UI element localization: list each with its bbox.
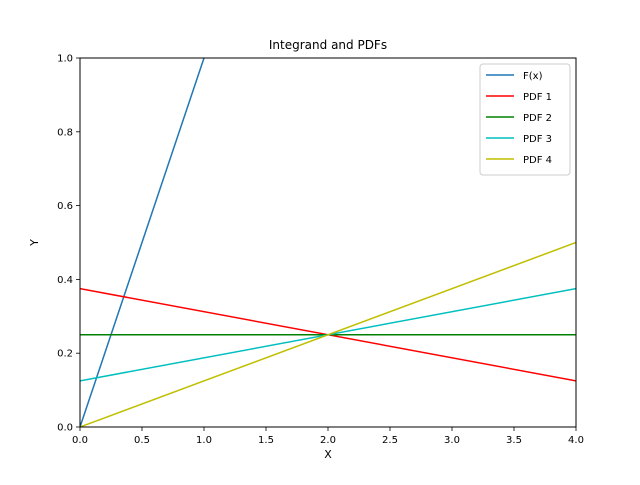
legend-label-5: PDF 4 [523, 155, 552, 166]
y-tick-label: 0.2 [57, 349, 73, 360]
series-line-5 [80, 241, 576, 427]
x-tick-label: 4.0 [568, 435, 584, 446]
y-tick-label: 0.0 [57, 423, 73, 434]
x-tick-label: 1.5 [258, 435, 274, 446]
x-tick-label: 2.0 [320, 435, 336, 446]
x-tick-label: 2.5 [382, 435, 398, 446]
chart-title: Integrand and PDFs [269, 38, 387, 52]
plot-frame [79, 57, 577, 428]
x-tick-label: 3.5 [506, 435, 522, 446]
x-tick-label: 1.0 [196, 435, 212, 446]
y-axis-label: Y [28, 239, 41, 247]
legend-label-1: F(x) [523, 71, 543, 82]
y-tick-label: 0.4 [57, 275, 73, 286]
series-layer [80, 58, 576, 427]
legend: F(x) PDF 1 PDF 2 PDF 3 PDF 4 [479, 63, 571, 176]
y-tick-label: 1.0 [57, 54, 73, 65]
legend-label-3: PDF 2 [523, 113, 552, 124]
legend-label-2: PDF 1 [523, 92, 552, 103]
ticks-layer: 0.0 0.5 1.0 1.5 2.0 2.5 3.0 3.5 4.0 0.0 0.2 0.4 0.6 0… [57, 54, 584, 447]
legend-label-4: PDF 3 [523, 134, 552, 145]
x-tick-label: 0.5 [134, 435, 150, 446]
x-axis-label: X [324, 448, 332, 461]
x-tick-label: 0.0 [72, 435, 88, 446]
series-line-1 [80, 58, 205, 427]
x-tick-label: 3.0 [444, 435, 460, 446]
y-tick-label: 0.8 [57, 127, 73, 138]
legend-box [479, 63, 571, 176]
y-tick-label: 0.6 [57, 201, 73, 212]
